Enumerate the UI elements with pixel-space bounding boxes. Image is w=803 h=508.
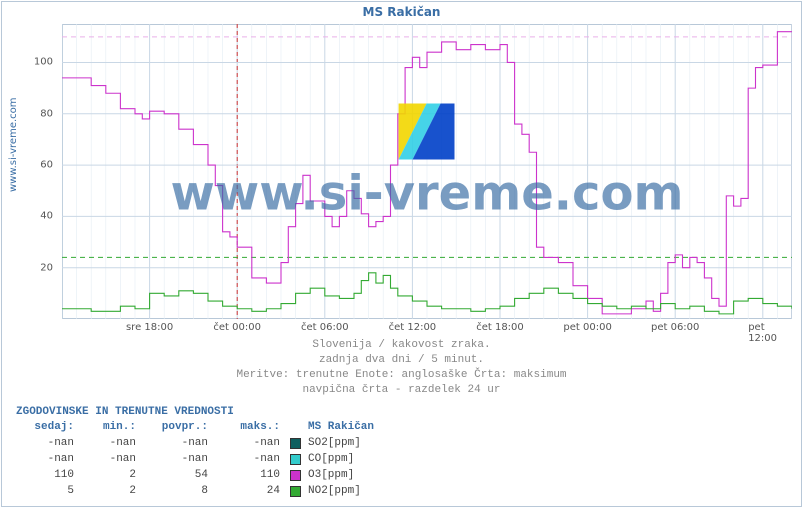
table-row: -nan -nan -nan -nan SO2[ppm]: [16, 436, 416, 452]
table-header-row: sedaj: min.: povpr.: maks.: MS Rakičan: [16, 420, 416, 436]
series-swatch: [290, 470, 301, 481]
table-row: -nan -nan -nan -nan CO[ppm]: [16, 452, 416, 468]
cell-avg: -nan: [140, 436, 212, 452]
x-tick-label: čet 12:00: [389, 322, 437, 333]
table-row: 5 2 8 24 NO2[ppm]: [16, 484, 416, 500]
cell-label: O3[ppm]: [306, 468, 416, 484]
y-tick-label: 40: [40, 211, 53, 222]
y-tick-label: 100: [34, 57, 53, 68]
y-tick-label: 80: [40, 108, 53, 119]
caption-line: navpična črta - razdelek 24 ur: [2, 383, 801, 398]
cell-label: SO2[ppm]: [306, 436, 416, 452]
caption-line: zadnja dva dni / 5 minut.: [2, 353, 801, 368]
col-header-now: sedaj:: [16, 420, 78, 436]
x-tick-label: pet 00:00: [563, 322, 611, 333]
cell-max: 110: [212, 468, 284, 484]
cell-swatch: [284, 484, 306, 500]
chart-svg: [62, 24, 792, 319]
cell-now: 110: [16, 468, 78, 484]
cell-now: -nan: [16, 452, 78, 468]
cell-swatch: [284, 468, 306, 484]
col-header-max: maks.:: [212, 420, 284, 436]
cell-min: 2: [78, 484, 140, 500]
cell-now: 5: [16, 484, 78, 500]
x-tick-label: pet 06:00: [651, 322, 699, 333]
col-header-min: min.:: [78, 420, 140, 436]
cell-label: CO[ppm]: [306, 452, 416, 468]
cell-avg: 54: [140, 468, 212, 484]
y-tick-labels: 20 40 60 80 100: [2, 24, 57, 319]
col-header-site: MS Rakičan: [306, 420, 416, 436]
col-header-avg: povpr.:: [140, 420, 212, 436]
caption-line: Meritve: trenutne Enote: anglosaške Črta…: [2, 368, 801, 383]
chart-frame: MS Rakičan www.si-vreme.com 20406080100 …: [1, 1, 802, 507]
cell-min: 2: [78, 468, 140, 484]
table-row: 110 2 54 110 O3[ppm]: [16, 468, 416, 484]
chart-caption: Slovenija / kakovost zraka.zadnja dva dn…: [2, 338, 801, 397]
series-swatch: [290, 454, 301, 465]
cell-avg: -nan: [140, 452, 212, 468]
x-tick-label: čet 06:00: [301, 322, 349, 333]
cell-max: 24: [212, 484, 284, 500]
x-tick-label: čet 18:00: [476, 322, 524, 333]
x-tick-label: sre 18:00: [126, 322, 173, 333]
chart-title: MS Rakičan: [2, 2, 801, 21]
x-tick-labels: sre 18:00 čet 00:00 čet 06:00 čet 12:00 čet …: [62, 322, 792, 336]
caption-line: Slovenija / kakovost zraka.: [2, 338, 801, 353]
cell-max: -nan: [212, 436, 284, 452]
cell-max: -nan: [212, 452, 284, 468]
cell-swatch: [284, 452, 306, 468]
stats-table: ZGODOVINSKE IN TRENUTNE VREDNOSTI sedaj:…: [16, 406, 416, 500]
y-tick-label: 60: [40, 160, 53, 171]
cell-min: -nan: [78, 436, 140, 452]
cell-now: -nan: [16, 436, 78, 452]
series-swatch: [290, 438, 301, 449]
stats-table-title: ZGODOVINSKE IN TRENUTNE VREDNOSTI: [16, 406, 416, 418]
cell-avg: 8: [140, 484, 212, 500]
series-swatch: [290, 486, 301, 497]
plot-area: www.si-vreme.com: [62, 24, 792, 319]
x-tick-label: čet 00:00: [213, 322, 261, 333]
cell-swatch: [284, 436, 306, 452]
cell-label: NO2[ppm]: [306, 484, 416, 500]
cell-min: -nan: [78, 452, 140, 468]
y-tick-label: 20: [40, 262, 53, 273]
